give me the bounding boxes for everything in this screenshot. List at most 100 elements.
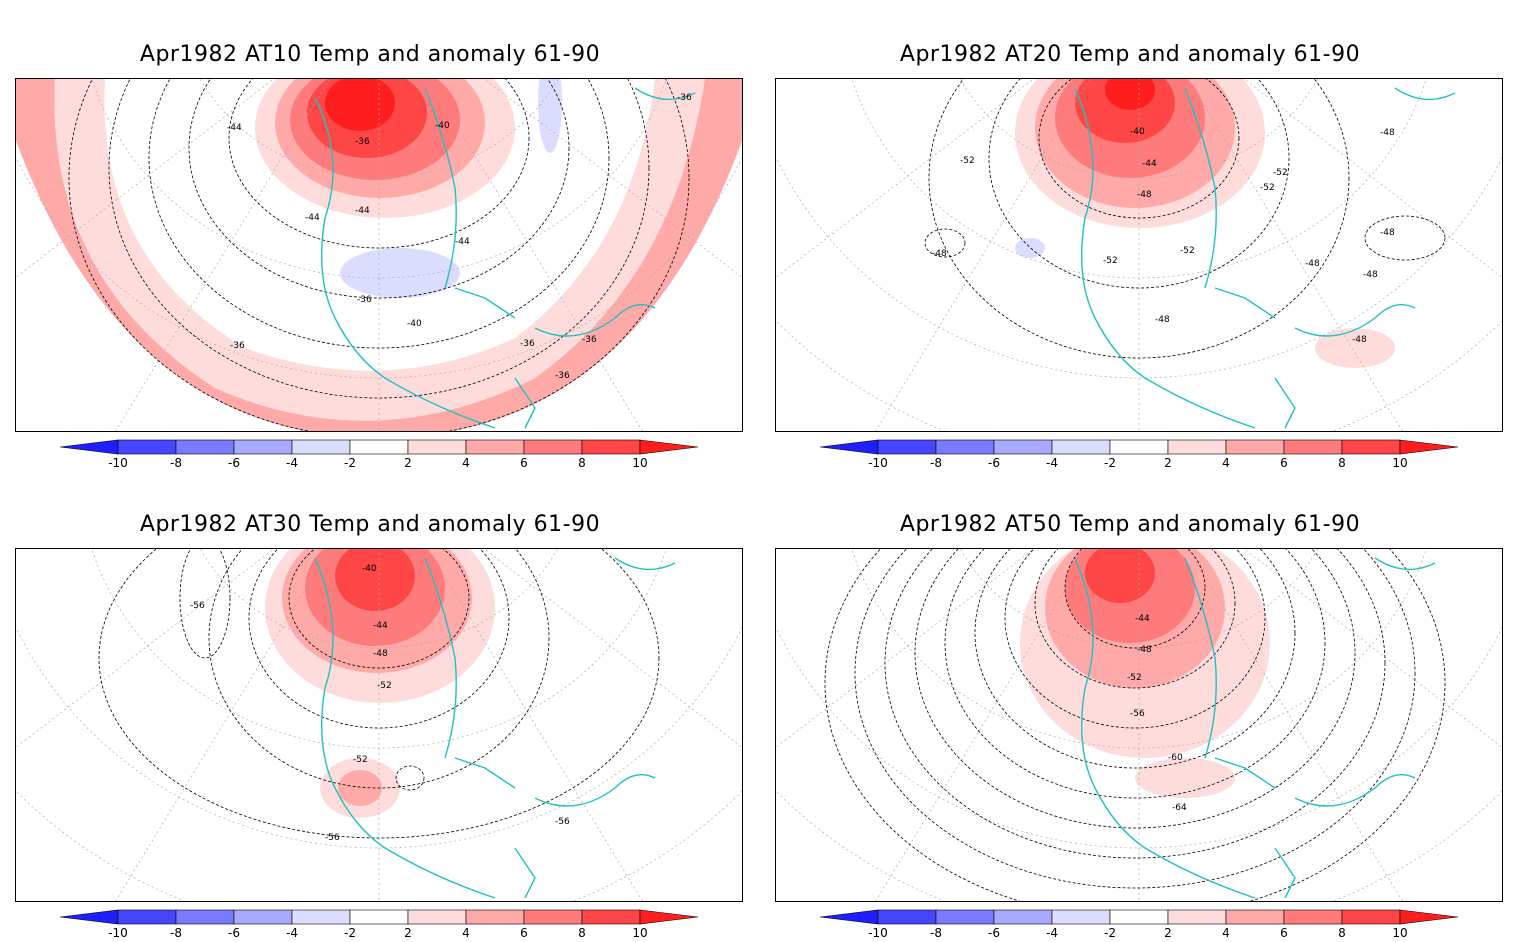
contour-label: -56 bbox=[555, 817, 570, 827]
contour-label: -36 bbox=[355, 137, 370, 147]
panel-title: Apr1982 AT10 Temp and anomaly 61-90 bbox=[139, 42, 601, 67]
contour-label: -48 bbox=[932, 249, 947, 259]
colorbar-swatch bbox=[117, 439, 177, 455]
colorbar-tick-label: 8 bbox=[578, 926, 586, 940]
colorbar-tick-label: -2 bbox=[344, 456, 356, 470]
panel-at50: Apr1982 AT50 Temp and anomaly 61-90 bbox=[760, 470, 1503, 940]
colorbar-swatch bbox=[819, 439, 879, 455]
colorbar-tick-label: 4 bbox=[1222, 926, 1230, 940]
panel-at10: Apr1982 AT10 Temp and anomaly 61-90 bbox=[0, 0, 743, 470]
contour-label: -48 bbox=[1352, 335, 1367, 345]
colorbar-swatch bbox=[877, 439, 937, 455]
colorbar-tick-label: -10 bbox=[108, 456, 128, 470]
contour-label: -52 bbox=[1260, 183, 1275, 193]
colorbar-swatch bbox=[993, 909, 1053, 925]
contour-label: -52 bbox=[1273, 168, 1288, 178]
colorbar-swatch bbox=[175, 909, 235, 925]
colorbar-swatch bbox=[291, 439, 351, 455]
colorbar-tick-label: -4 bbox=[1046, 456, 1058, 470]
contour-label: -60 bbox=[1168, 753, 1183, 763]
colorbar-swatch bbox=[1399, 439, 1459, 455]
panel-title: Apr1982 AT30 Temp and anomaly 61-90 bbox=[139, 512, 601, 537]
colorbar-tick-label: -2 bbox=[1104, 926, 1116, 940]
colorbar-swatch bbox=[465, 909, 525, 925]
map-at50: -44 -48 -52 -56 -60 -64 bbox=[775, 548, 1503, 902]
colorbar-tick-label: -2 bbox=[344, 926, 356, 940]
colorbar-swatch bbox=[819, 909, 879, 925]
colorbar-swatch bbox=[349, 909, 409, 925]
colorbar-swatch bbox=[1109, 909, 1169, 925]
contour-label: -48 bbox=[1137, 645, 1152, 655]
colorbar-tick-label: 6 bbox=[1280, 926, 1288, 940]
colorbar-tick-label: 8 bbox=[1338, 926, 1346, 940]
contour-label: -52 bbox=[960, 156, 975, 166]
contour-label: -52 bbox=[1180, 246, 1195, 256]
colorbar-tick-label: 2 bbox=[1164, 456, 1172, 470]
map-at20: -40 -44 -48 -52 -52 -52 -48 -48 -48 -48 … bbox=[775, 78, 1503, 432]
colorbar-swatch bbox=[1283, 439, 1343, 455]
contour-label: -44 bbox=[455, 237, 470, 247]
colorbar-swatch bbox=[581, 439, 641, 455]
colorbar-tick-label: -8 bbox=[930, 926, 942, 940]
contour-label: -52 bbox=[353, 755, 368, 765]
colorbar-tick-label: -8 bbox=[930, 456, 942, 470]
colorbar-swatch bbox=[1341, 439, 1401, 455]
colorbar-tick-label: 6 bbox=[520, 456, 528, 470]
contour-label: -48 bbox=[1305, 259, 1320, 269]
contour-label: -36 bbox=[357, 295, 372, 305]
map-at30: -40 -44 -48 -52 -56 -52 -56 -56 bbox=[15, 548, 743, 902]
colorbar-tick-label: -6 bbox=[228, 926, 240, 940]
colorbar-swatch bbox=[1167, 439, 1227, 455]
contour-label: -48 bbox=[1380, 128, 1395, 138]
colorbar-tick-label: -2 bbox=[1104, 456, 1116, 470]
contour-label: -36 bbox=[555, 371, 570, 381]
contour-label: -52 bbox=[1127, 673, 1142, 683]
contour-label: -48 bbox=[1363, 270, 1378, 280]
contour-label: -40 bbox=[1130, 127, 1145, 137]
colorbar-swatch bbox=[523, 439, 583, 455]
colorbar-tick-label: -10 bbox=[868, 926, 888, 940]
colorbar-swatch bbox=[407, 909, 467, 925]
panel-title: Apr1982 AT20 Temp and anomaly 61-90 bbox=[899, 42, 1361, 67]
contour-label: -44 bbox=[305, 213, 320, 223]
colorbar-swatch bbox=[877, 909, 937, 925]
colorbar-tick-label: 4 bbox=[462, 456, 470, 470]
colorbar-swatch bbox=[59, 439, 119, 455]
colorbar-tick-label: -4 bbox=[286, 456, 298, 470]
colorbar-swatch bbox=[349, 439, 409, 455]
colorbar: -10 -8 -6 -4 -2 2 4 6 8 10 bbox=[819, 439, 1459, 470]
colorbar-swatch bbox=[935, 909, 995, 925]
colorbar-swatch bbox=[291, 909, 351, 925]
colorbar-swatch bbox=[1225, 909, 1285, 925]
colorbar: -10 -8 -6 -4 -2 2 4 6 8 10 bbox=[59, 909, 699, 940]
colorbar-swatch bbox=[523, 909, 583, 925]
colorbar-tick-label: -6 bbox=[988, 456, 1000, 470]
colorbar-tick-label: -8 bbox=[170, 456, 182, 470]
colorbar-tick-label: 8 bbox=[1338, 456, 1346, 470]
contour-label: -48 bbox=[1380, 228, 1395, 238]
colorbar-swatch bbox=[993, 439, 1053, 455]
anomaly-band-inner bbox=[54, 78, 705, 421]
colorbar-swatch bbox=[465, 439, 525, 455]
colorbar-tick-label: 10 bbox=[632, 456, 647, 470]
colorbar-swatch bbox=[935, 439, 995, 455]
contour-label: -56 bbox=[190, 601, 205, 611]
colorbar-tick-label: -8 bbox=[170, 926, 182, 940]
colorbar-swatch bbox=[175, 439, 235, 455]
contour-label: -44 bbox=[373, 621, 388, 631]
colorbar-tick-label: -10 bbox=[868, 456, 888, 470]
contour-label: -44 bbox=[1135, 614, 1150, 624]
colorbar-tick-label: 2 bbox=[1164, 926, 1172, 940]
contour-label: -52 bbox=[1103, 256, 1118, 266]
colorbar: -10 -8 -6 -4 -2 2 4 6 8 10 bbox=[819, 909, 1459, 940]
colorbar-swatch bbox=[1109, 439, 1169, 455]
colorbar-swatch bbox=[1341, 909, 1401, 925]
colorbar-swatch bbox=[639, 439, 699, 455]
colorbar-tick-label: 6 bbox=[520, 926, 528, 940]
contour-label: -64 bbox=[1172, 803, 1187, 813]
colorbar-swatch bbox=[1399, 909, 1459, 925]
contour-label: -44 bbox=[355, 206, 370, 216]
colorbar-tick-label: 10 bbox=[632, 926, 647, 940]
contour-label: -52 bbox=[377, 681, 392, 691]
colorbar-swatch bbox=[1225, 439, 1285, 455]
